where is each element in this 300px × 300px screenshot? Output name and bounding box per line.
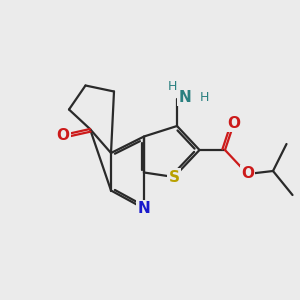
Text: H: H (199, 91, 209, 104)
Text: H: H (168, 80, 177, 94)
Text: N: N (138, 201, 150, 216)
Text: N: N (178, 90, 191, 105)
Text: O: O (227, 116, 241, 130)
Text: O: O (56, 128, 70, 142)
Text: O: O (241, 167, 254, 182)
Text: S: S (169, 169, 179, 184)
